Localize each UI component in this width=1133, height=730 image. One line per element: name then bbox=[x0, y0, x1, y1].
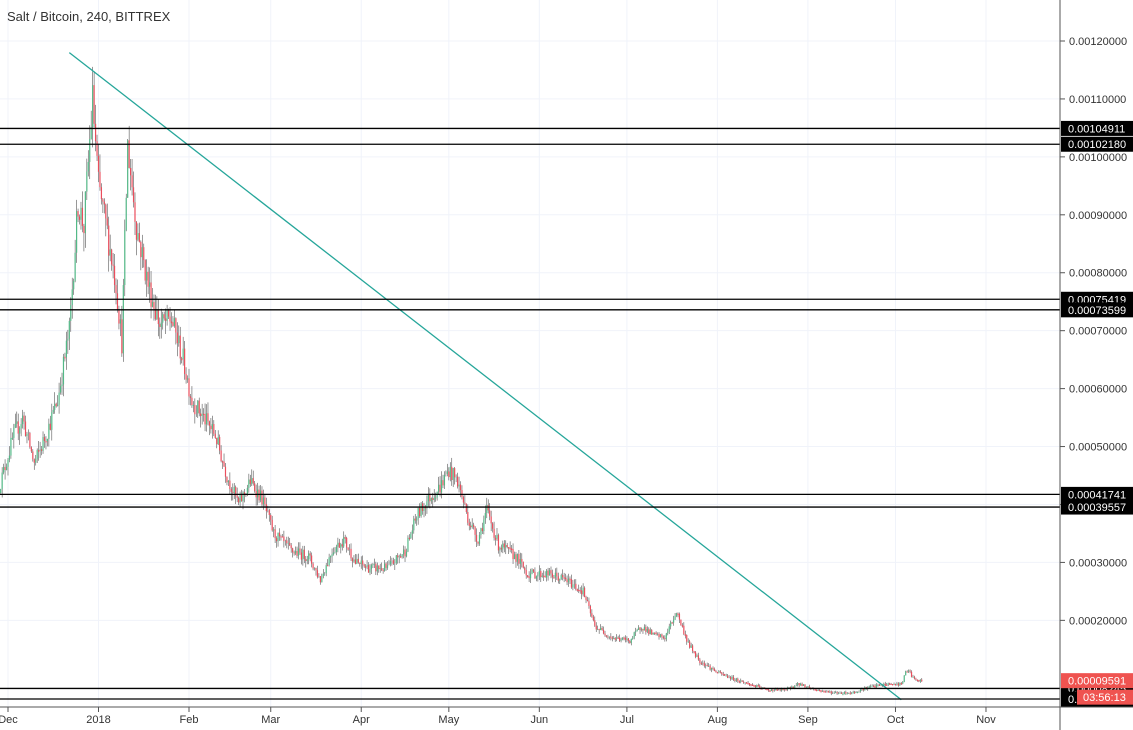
y-tick-label: 0.00060000 bbox=[1069, 384, 1127, 396]
y-tick-label: 0.00070000 bbox=[1069, 326, 1127, 338]
y-tick-label: 0.00110000 bbox=[1069, 94, 1126, 106]
x-tick-label: Dec bbox=[0, 714, 18, 726]
x-tick-label: 2018 bbox=[86, 714, 110, 726]
y-tick-label: 0.00020000 bbox=[1069, 615, 1127, 627]
horizontal-levels-layer[interactable] bbox=[0, 127, 1060, 700]
x-tick-label: Aug bbox=[708, 714, 728, 726]
level-price-tag bbox=[1061, 120, 1133, 136]
level-price-tag-text: 0.00104911 bbox=[1068, 123, 1125, 135]
last-price-tag-text: 0.00009591 bbox=[1068, 676, 1126, 688]
x-tick-label: Mar bbox=[261, 714, 280, 726]
y-tick-label: 0.00120000 bbox=[1069, 36, 1127, 48]
x-tick-label: Nov bbox=[976, 714, 996, 726]
x-tick-label: May bbox=[438, 714, 459, 726]
trendline[interactable] bbox=[68, 52, 902, 701]
y-tick-label: 0.00090000 bbox=[1069, 210, 1127, 222]
level-price-tag bbox=[1061, 486, 1133, 502]
x-tick-label: Jul bbox=[620, 714, 634, 726]
x-tick-label: Jun bbox=[530, 714, 548, 726]
price-series-layer bbox=[0, 66, 923, 696]
y-tick-label: 0.00030000 bbox=[1069, 557, 1127, 569]
level-price-tag bbox=[1061, 499, 1133, 515]
grid-layer bbox=[0, 0, 1060, 707]
level-price-tag-text: 0.00039557 bbox=[1068, 502, 1126, 514]
y-tick-label: 0.00050000 bbox=[1069, 442, 1127, 454]
y-tick-label: 0.00100000 bbox=[1069, 152, 1127, 164]
y-tick-label: 0.00080000 bbox=[1069, 268, 1127, 280]
level-price-tag-text: 0.00073599 bbox=[1068, 305, 1126, 317]
price-tags-layer: 0.001049110.001021800.000754190.00073599… bbox=[1061, 120, 1133, 707]
countdown-tag-text: 03:56:13 bbox=[1083, 692, 1126, 704]
x-tick-label: Feb bbox=[180, 714, 199, 726]
level-price-tag-text: 0.00102180 bbox=[1068, 139, 1126, 151]
x-tick-label: Sep bbox=[798, 714, 818, 726]
level-price-tag-text: 0.00041741 bbox=[1068, 489, 1126, 501]
level-price-tag bbox=[1061, 136, 1133, 152]
level-price-tag bbox=[1061, 302, 1133, 318]
countdown-tag bbox=[1077, 689, 1133, 705]
last-price-tag bbox=[1061, 673, 1133, 689]
trendline-layer[interactable] bbox=[68, 52, 902, 701]
x-tick-label: Apr bbox=[353, 714, 370, 726]
x-tick-label: Oct bbox=[887, 714, 904, 726]
chart-title: Salt / Bitcoin, 240, BITTREX bbox=[7, 9, 171, 24]
